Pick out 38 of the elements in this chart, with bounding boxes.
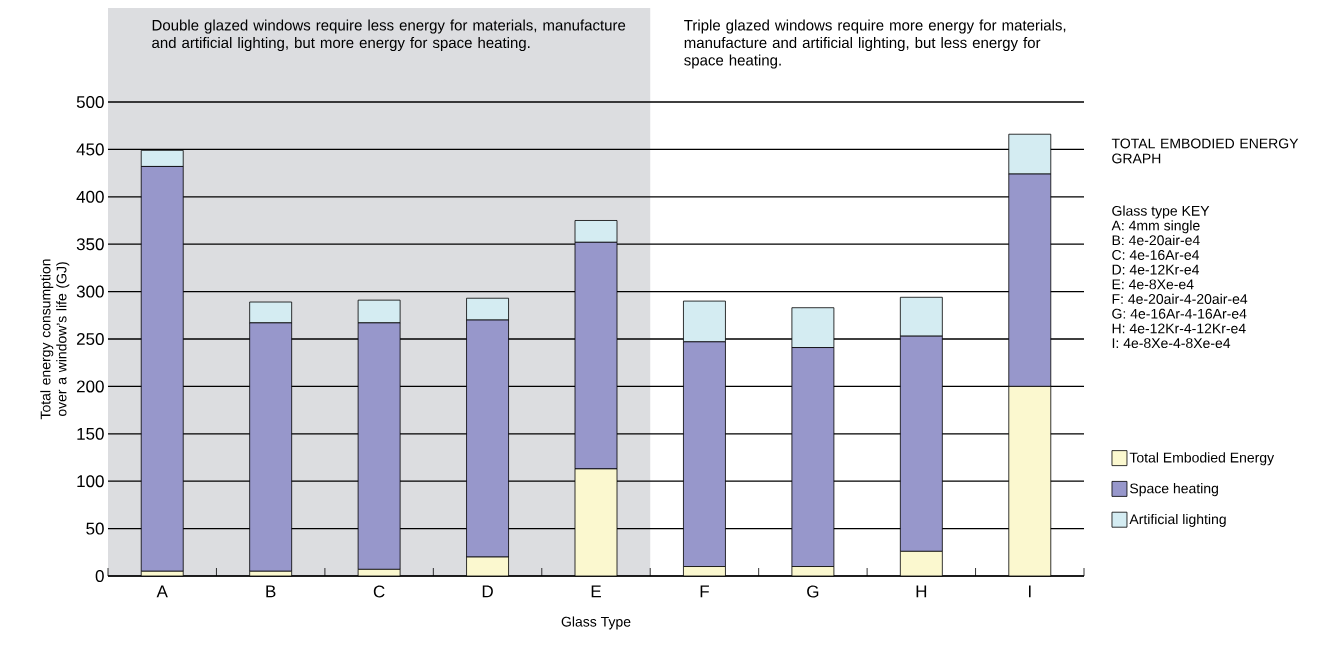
- text: A: 4mm single: [1111, 220, 1200, 234]
- text: Double glazed windows require less energy for materials, manufacture and artificial lighting, but more energy for space heating.: [152, 19, 626, 51]
- legend-label: Artificial lighting: [1129, 513, 1226, 527]
- legend-label: Space heating: [1130, 483, 1218, 497]
- x-tick-label: C: [373, 585, 385, 598]
- x-tick-label: E: [591, 585, 601, 598]
- y-tick-label: 200: [76, 380, 104, 393]
- text: B: 4e-20air-e4: [1112, 234, 1200, 246]
- y-tick-label: 250: [76, 332, 104, 346]
- x-tick-label: G: [807, 585, 819, 598]
- text: C: 4e-16Ar-e4: [1112, 249, 1200, 260]
- text: TOTAL EMBODIED ENERGY GRAPH: [1111, 138, 1299, 164]
- text: Glass type KEY: [1112, 205, 1210, 219]
- y-tick-label: 100: [77, 475, 104, 488]
- x-tick-label: F: [700, 585, 709, 598]
- y-tick-label: 400: [76, 190, 104, 203]
- x-tick-label: B: [266, 585, 276, 598]
- text: Triple glazed windows require more energy for materials, manufacture and artificial lighting, but less energy for space heating.: [684, 19, 1066, 69]
- x-tick-label: D: [482, 585, 493, 598]
- x-tick-label: A: [156, 585, 168, 598]
- y-tick-label: 450: [76, 143, 104, 156]
- text: D: 4e-12Kr-e4: [1112, 264, 1200, 275]
- y-axis-title: Total energy consumption over a window’s life (GJ): [40, 259, 70, 420]
- y-tick-label: 500: [76, 95, 104, 109]
- y-tick-label: 0: [95, 569, 104, 583]
- text: H: 4e-12Kr-4-12Kr-e4: [1112, 323, 1246, 334]
- y-tick-label: 350: [76, 238, 104, 251]
- y-tick-label: 300: [76, 285, 104, 298]
- x-axis-title: Glass Type: [561, 616, 631, 630]
- y-tick-label: 50: [86, 522, 104, 535]
- text: I: 4e-8Xe-4-8Xe-e4: [1112, 338, 1231, 349]
- text: G: 4e-16Ar-4-16Ar-e4: [1112, 308, 1247, 319]
- text: F: 4e-20air-4-20air-e4: [1112, 293, 1248, 304]
- text: E: 4e-8Xe-e4: [1112, 279, 1194, 290]
- legend-label: Total Embodied Energy: [1129, 452, 1275, 466]
- x-tick-label: I: [1028, 585, 1031, 598]
- x-tick-label: H: [916, 585, 927, 598]
- y-tick-label: 150: [77, 427, 104, 440]
